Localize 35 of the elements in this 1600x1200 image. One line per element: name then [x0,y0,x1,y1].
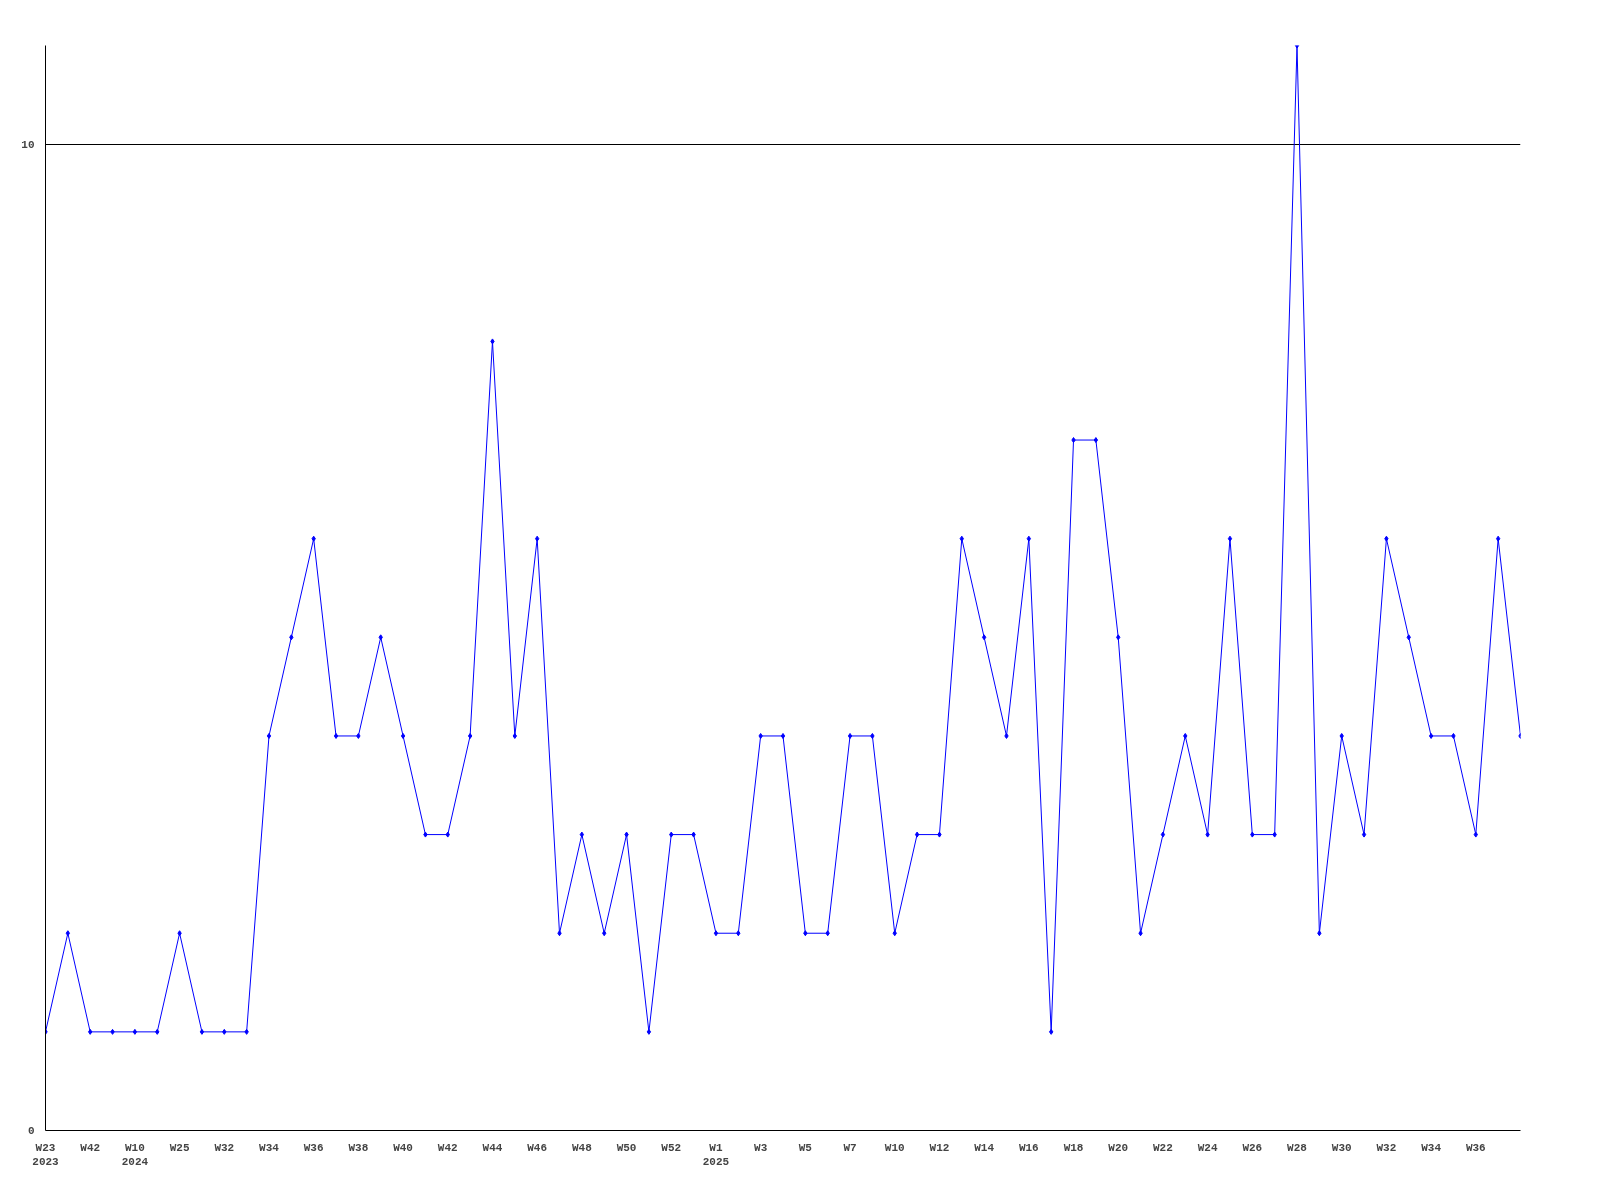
x-tick-label: W7 [843,1141,857,1154]
x-tick-label: W23 2023 [32,1141,60,1168]
x-tick-label: W46 [527,1141,548,1154]
x-tick-label: W32 [214,1141,235,1154]
x-tick-label: W25 [169,1141,190,1154]
x-tick-label: W30 [1331,1141,1352,1154]
x-tick-label: W24 [1197,1141,1218,1154]
y-tick-label: 0 [27,1125,35,1137]
x-tick-label: W36 [303,1141,324,1154]
x-tick-label: W34 [1421,1141,1442,1154]
x-tick-label: W10 [884,1141,905,1154]
x-tick-label: W16 [1018,1141,1039,1154]
x-tick-label: W1 2025 [702,1141,730,1168]
y-tick-label: 10 [21,138,35,151]
x-tick-label: W42 [80,1141,101,1154]
x-tick-label: W3 [754,1141,768,1154]
x-tick-label: W36 [1465,1141,1486,1154]
x-tick-label: W52 [661,1141,682,1154]
x-tick-label: W34 [259,1141,280,1154]
x-tick-label: W50 [616,1141,637,1154]
x-tick-label: W44 [482,1141,503,1154]
x-tick-label: W26 [1242,1141,1263,1154]
x-tick-label: W40 [393,1141,413,1154]
x-tick-label: W32 [1376,1141,1397,1154]
x-tick-label: W20 [1108,1141,1129,1154]
x-tick-label: W18 [1063,1141,1084,1154]
x-tick-label: W14 [974,1141,995,1154]
x-tick-label: W10 2024 [121,1141,149,1168]
x-tick-label: W42 [437,1141,458,1154]
x-tick-label: W38 [348,1141,369,1154]
x-tick-label: W48 [571,1141,593,1154]
x-tick-label: W22 [1153,1141,1173,1154]
x-tick-label: W5 [798,1141,813,1154]
x-tick-label: W28 [1287,1141,1308,1154]
x-tick-label: W12 [929,1141,950,1154]
